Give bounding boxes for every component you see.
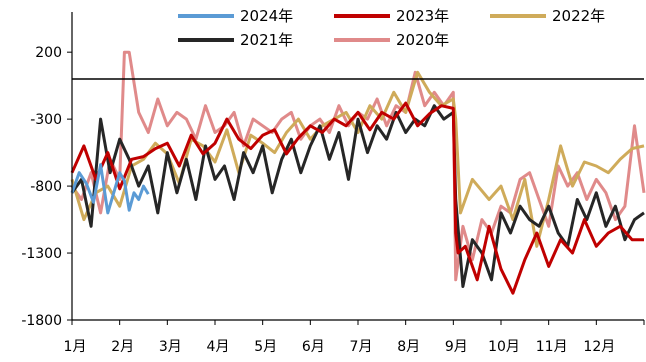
y-tick-label: -1300 [21,246,62,262]
x-tick-label: 10月 [488,339,520,355]
y-tick-label: -1800 [21,313,62,329]
y-tick-label: -800 [30,179,62,195]
y-tick-label: 200 [35,45,62,61]
x-tick-label: 1月 [64,339,87,355]
y-tick-label: -300 [30,112,62,128]
x-tick-label: 3月 [159,339,182,355]
x-tick-label: 5月 [254,339,277,355]
legend: 2024年 2023年 2022年 2021年 2020年 [178,7,605,49]
series-line-2021年 [70,104,645,288]
x-tick-label: 8月 [397,339,420,355]
x-tick-label: 4月 [207,339,230,355]
series-layer [70,50,646,295]
x-tick-label: 12月 [583,339,615,355]
legend-label: 2021年 [240,31,293,49]
x-tick-label: 6月 [302,339,325,355]
legend-label: 2020年 [396,31,449,49]
legend-label: 2022年 [552,7,605,25]
x-tick-label: 11月 [536,339,568,355]
x-tick-label: 2月 [111,339,134,355]
legend-label: 2024年 [240,7,293,25]
x-tick-label: 9月 [445,339,468,355]
legend-label: 2023年 [396,7,449,25]
x-tick-label: 7月 [350,339,373,355]
series-line-2024年 [70,163,150,215]
series-line-2023年 [70,101,644,295]
